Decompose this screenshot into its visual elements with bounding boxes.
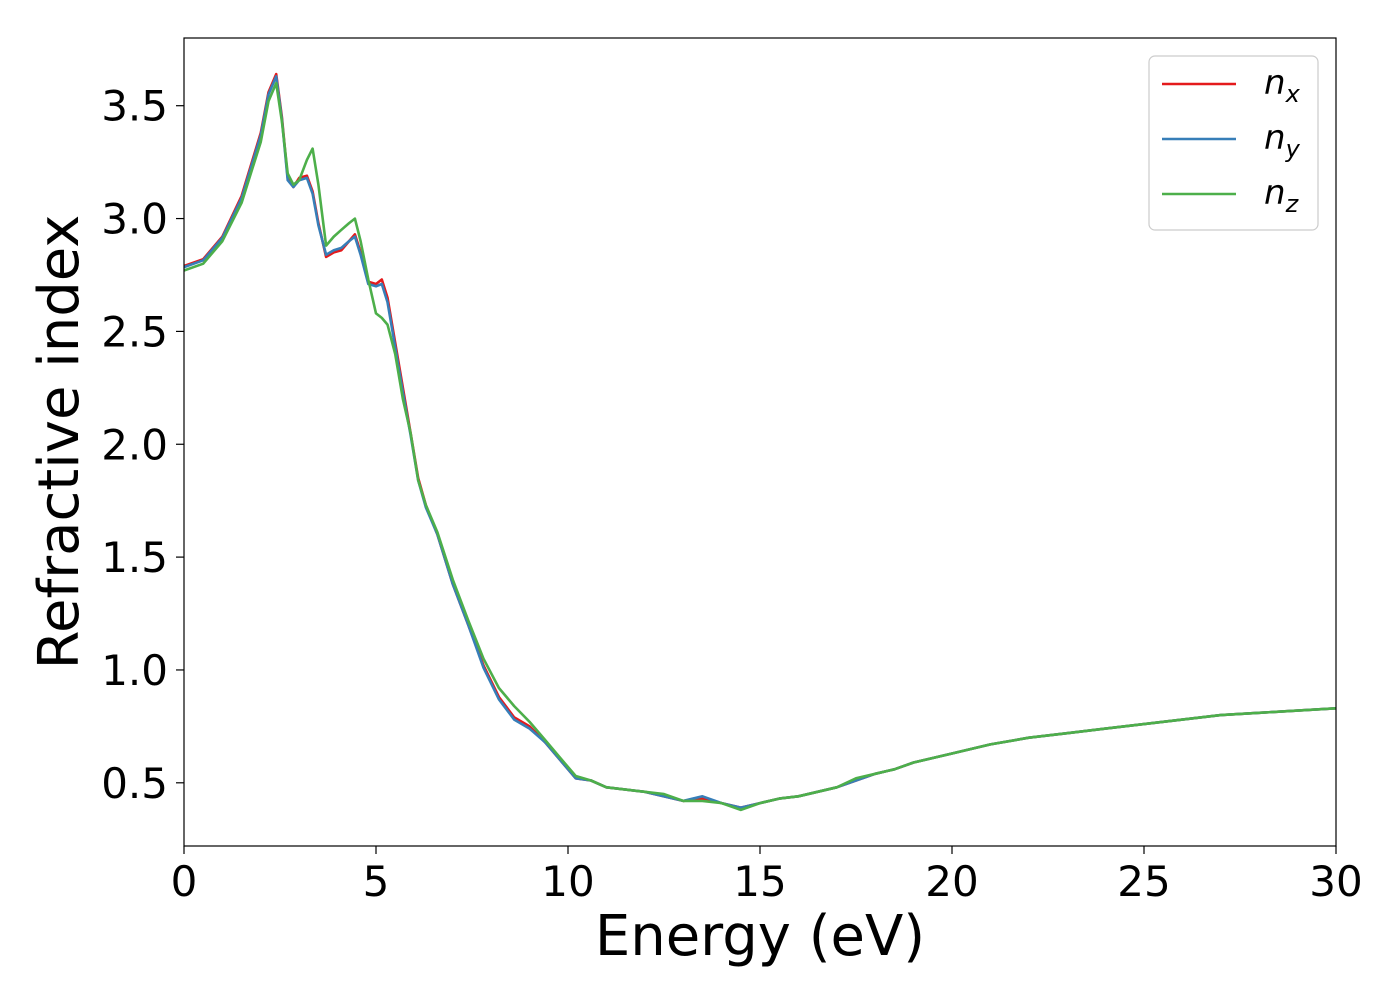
y-tick-label: 3.0 xyxy=(101,195,168,244)
legend-box xyxy=(1148,55,1319,231)
x-tick-label: 20 xyxy=(925,857,978,906)
legend-label-x: nx xyxy=(1264,63,1301,108)
x-tick-label: 10 xyxy=(541,857,594,906)
y-tick-label: 1.5 xyxy=(101,533,168,582)
y-tick-label: 2.5 xyxy=(101,307,168,356)
x-tick-label: 5 xyxy=(363,857,390,906)
y-tick-label: 1.0 xyxy=(101,646,168,695)
y-tick-label: 3.5 xyxy=(101,82,168,131)
x-tick-label: 0 xyxy=(171,857,198,906)
y-tick-label: 0.5 xyxy=(101,759,168,808)
y-axis-title: Refractive index xyxy=(27,215,92,670)
y-axis: 0.5 1.0 1.5 2.0 2.5 3.0 3.5 xyxy=(101,82,184,808)
x-tick-label: 15 xyxy=(733,857,786,906)
legend: nx ny nz xyxy=(1148,55,1319,231)
legend-label-y: ny xyxy=(1264,118,1301,163)
legend-label-z: nz xyxy=(1264,173,1300,218)
x-tick-label: 25 xyxy=(1117,857,1170,906)
y-tick-label: 2.0 xyxy=(101,420,168,469)
series-line-z xyxy=(184,81,1336,812)
x-axis: 0 5 10 15 20 25 30 xyxy=(171,846,1363,906)
plot-lines xyxy=(184,72,1336,812)
x-axis-title: Energy (eV) xyxy=(595,904,925,969)
x-tick-label: 30 xyxy=(1309,857,1362,906)
